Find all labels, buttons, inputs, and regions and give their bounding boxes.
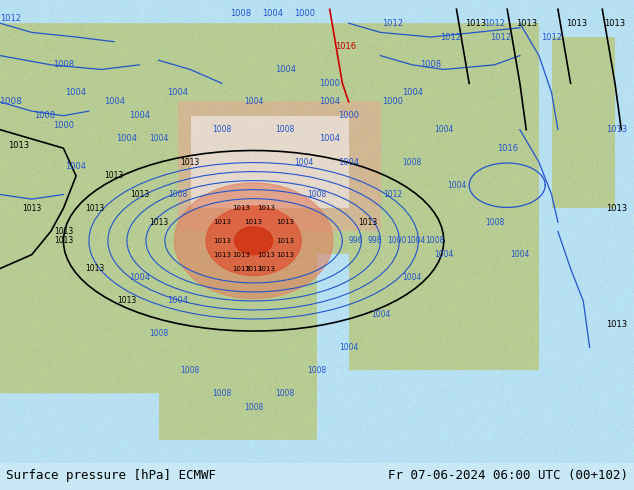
- Text: 1008: 1008: [403, 158, 422, 167]
- Text: 1004: 1004: [434, 125, 453, 134]
- Text: 1013: 1013: [465, 19, 486, 27]
- Text: 1008: 1008: [420, 60, 442, 69]
- Text: 1013: 1013: [54, 236, 73, 245]
- Text: 1013: 1013: [8, 141, 30, 150]
- Text: 1013: 1013: [117, 296, 136, 305]
- Text: 1013: 1013: [607, 204, 628, 213]
- Text: 1000: 1000: [338, 111, 359, 120]
- Text: 1004: 1004: [319, 134, 340, 144]
- Text: 1008: 1008: [425, 236, 444, 245]
- Text: 1004: 1004: [149, 134, 168, 144]
- Text: 1008: 1008: [168, 190, 187, 199]
- Text: 1013: 1013: [86, 204, 105, 213]
- Text: 1013: 1013: [604, 19, 626, 27]
- Text: 1004: 1004: [129, 273, 150, 282]
- Text: 1004: 1004: [406, 236, 425, 245]
- Text: 1013: 1013: [105, 172, 124, 180]
- Text: 1013: 1013: [245, 219, 262, 225]
- Text: 1013: 1013: [213, 252, 231, 258]
- Text: 1004: 1004: [338, 158, 359, 167]
- Text: 1008: 1008: [307, 190, 327, 199]
- Text: 1013: 1013: [213, 238, 231, 244]
- Text: 1000: 1000: [382, 98, 404, 106]
- Text: 1004: 1004: [275, 65, 296, 74]
- Text: 1013: 1013: [566, 19, 588, 27]
- Text: 1004: 1004: [295, 158, 314, 167]
- Text: 1013: 1013: [181, 158, 200, 167]
- Text: 1012: 1012: [541, 32, 562, 42]
- Text: 1004: 1004: [510, 250, 529, 259]
- Text: 1008: 1008: [212, 125, 231, 134]
- Text: 1012: 1012: [0, 14, 21, 23]
- Text: 1013: 1013: [257, 205, 275, 211]
- Text: 1008: 1008: [181, 366, 200, 375]
- Text: 1004: 1004: [65, 88, 87, 97]
- Text: 1013: 1013: [130, 190, 149, 199]
- Text: 1004: 1004: [401, 88, 423, 97]
- Text: 1016: 1016: [496, 144, 518, 153]
- Text: 1013: 1013: [22, 204, 41, 213]
- Text: 1013: 1013: [86, 264, 105, 273]
- Text: 1012: 1012: [382, 19, 404, 27]
- Text: 1013: 1013: [257, 266, 275, 271]
- Text: 1004: 1004: [244, 98, 263, 106]
- Text: 1013: 1013: [276, 219, 294, 225]
- Text: 1004: 1004: [319, 98, 340, 106]
- Text: 1008: 1008: [212, 389, 231, 398]
- Text: 1013: 1013: [276, 252, 294, 258]
- Text: 1012: 1012: [439, 32, 461, 42]
- Text: 1012: 1012: [384, 190, 403, 199]
- Text: 1000: 1000: [387, 236, 406, 245]
- Text: 1016: 1016: [335, 42, 356, 51]
- Text: 1004: 1004: [447, 181, 466, 190]
- Text: Surface pressure [hPa] ECMWF: Surface pressure [hPa] ECMWF: [6, 468, 216, 482]
- Text: 1008: 1008: [276, 125, 295, 134]
- Text: 1013: 1013: [54, 227, 73, 236]
- Text: 1012: 1012: [484, 19, 505, 27]
- Text: 1004: 1004: [262, 9, 283, 18]
- Text: 1004: 1004: [103, 98, 125, 106]
- Text: 1008: 1008: [307, 366, 327, 375]
- Text: 1004: 1004: [403, 273, 422, 282]
- Text: 1004: 1004: [129, 111, 150, 120]
- Text: 1013: 1013: [149, 218, 168, 227]
- Text: 1013: 1013: [245, 266, 262, 271]
- Text: 1004: 1004: [339, 343, 358, 352]
- Text: 1004: 1004: [116, 134, 138, 144]
- Text: 1008: 1008: [244, 403, 263, 412]
- Text: 1013: 1013: [232, 205, 250, 211]
- Text: 1008: 1008: [485, 218, 504, 227]
- Text: Fr 07-06-2024 06:00 UTC (00+102): Fr 07-06-2024 06:00 UTC (00+102): [387, 468, 628, 482]
- Text: 1004: 1004: [434, 250, 453, 259]
- Text: 1013: 1013: [213, 219, 231, 225]
- Text: 1013: 1013: [257, 252, 275, 258]
- Text: 1008: 1008: [149, 329, 168, 338]
- Ellipse shape: [235, 227, 273, 255]
- Text: 1008: 1008: [53, 60, 74, 69]
- Text: 1013: 1013: [232, 252, 250, 258]
- Text: 996: 996: [349, 236, 363, 245]
- Text: 1008: 1008: [230, 9, 252, 18]
- Text: 1008: 1008: [34, 111, 55, 120]
- Text: 1000: 1000: [53, 121, 74, 129]
- Text: 1000: 1000: [294, 9, 315, 18]
- Ellipse shape: [206, 206, 301, 275]
- Text: 1004: 1004: [65, 162, 87, 171]
- Text: 1012: 1012: [490, 32, 512, 42]
- Text: 1013: 1013: [515, 19, 537, 27]
- Text: 1004: 1004: [167, 296, 188, 305]
- Text: 1008: 1008: [276, 389, 295, 398]
- Text: 1013: 1013: [232, 266, 250, 271]
- Text: 1008: 1008: [0, 98, 23, 106]
- Text: 1000: 1000: [319, 79, 340, 88]
- Text: 1013: 1013: [607, 319, 628, 329]
- Ellipse shape: [174, 183, 333, 299]
- Text: 1013: 1013: [358, 218, 377, 227]
- Text: 1004: 1004: [167, 88, 188, 97]
- Text: 1013: 1013: [276, 238, 294, 244]
- Text: 1013: 1013: [607, 125, 628, 134]
- Text: 1004: 1004: [371, 310, 390, 319]
- Text: 998: 998: [368, 236, 382, 245]
